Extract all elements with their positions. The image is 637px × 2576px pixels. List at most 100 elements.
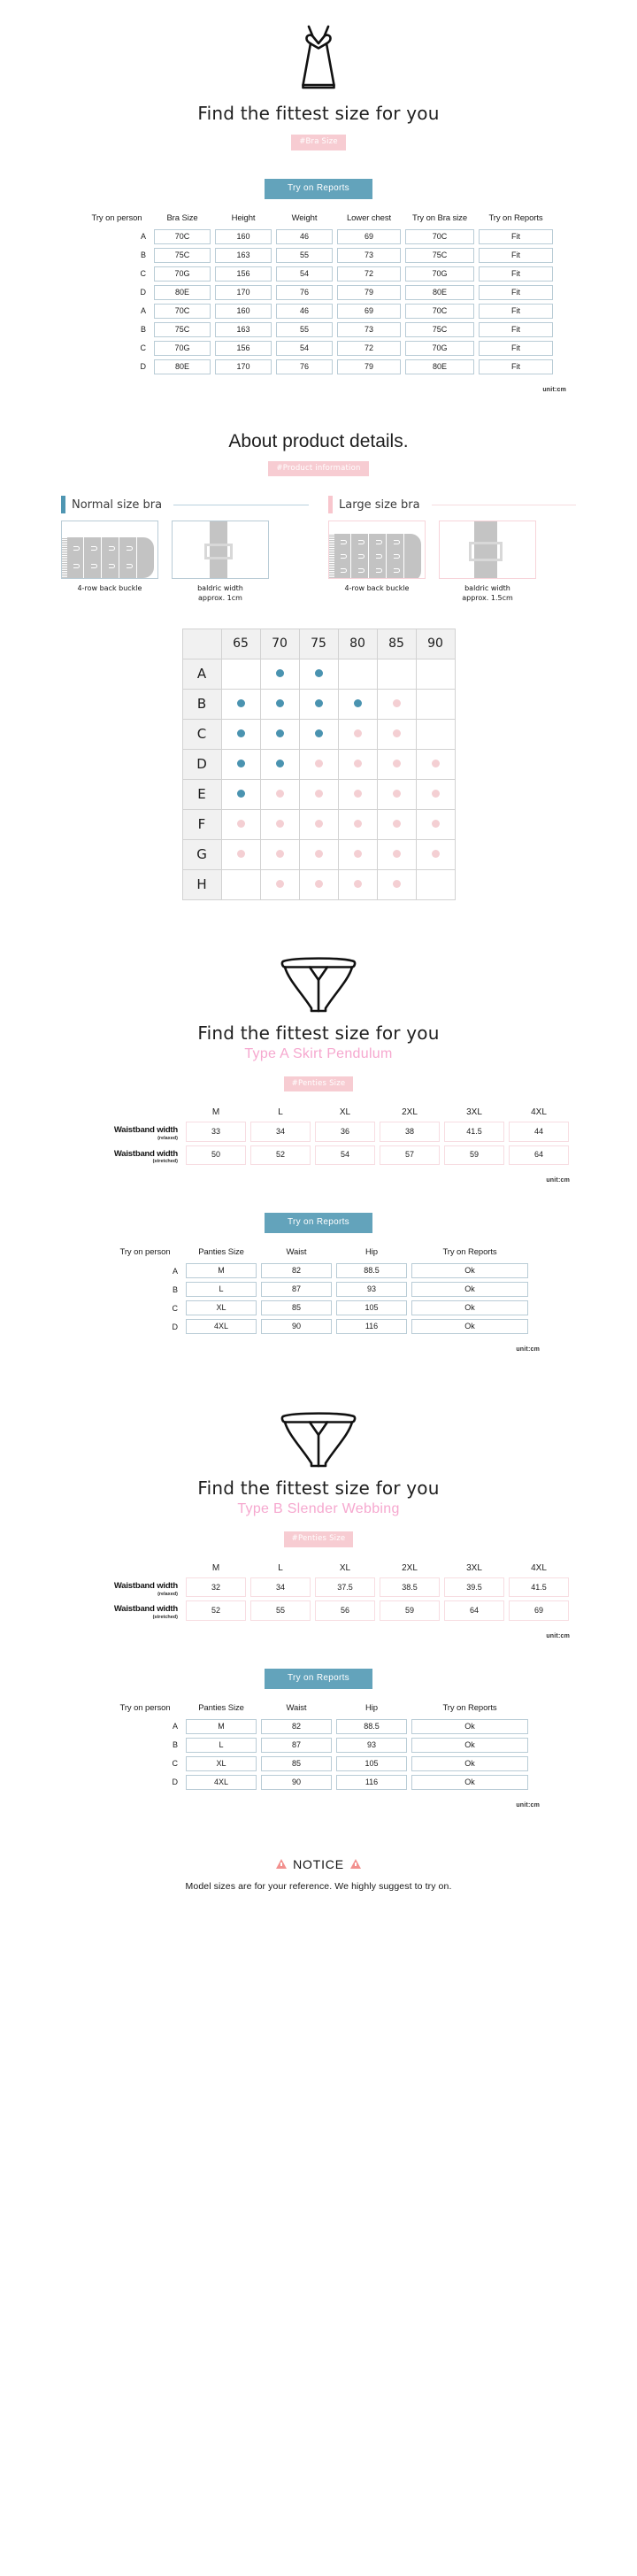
table-cell: 59 — [444, 1145, 504, 1166]
table-header-row: Try on person Panties Size Waist Hip Try… — [109, 1247, 528, 1260]
row-label: B — [172, 1284, 178, 1294]
matrix-cell — [376, 838, 417, 870]
matrix-cell — [415, 778, 456, 810]
table-row: C 70G 156 54 72 70G Fit — [84, 340, 553, 356]
availability-dot-large — [314, 880, 323, 889]
matrix-row-header: D — [181, 748, 222, 780]
type-a-report-body: A M 82 88.5 Ok B L 87 93 Ok C XL 85 105 Ok D 4XL 90 116 Ok — [109, 1263, 528, 1335]
matrix-row-header: C — [181, 718, 222, 750]
availability-dot-large — [392, 880, 401, 889]
matrix-row: H — [181, 868, 456, 900]
row-label: C — [140, 269, 147, 278]
row-label: Waistband width (stretched) — [113, 1148, 178, 1165]
matrix-cell — [298, 718, 339, 750]
table-cell: 69 — [509, 1600, 569, 1621]
availability-dot-large — [275, 880, 284, 889]
matrix-cell — [337, 808, 378, 840]
matrix-row-header: H — [181, 868, 222, 900]
table-cell: 52 — [250, 1145, 311, 1166]
matrix-cell — [298, 748, 339, 780]
table-cell: 80E — [154, 359, 211, 374]
availability-dot-normal — [236, 760, 245, 768]
table-cell: 50 — [186, 1145, 246, 1166]
table-cell: 90 — [261, 1319, 332, 1335]
availability-dot-large — [314, 850, 323, 859]
col-try-on-person: Try on person — [119, 1247, 171, 1258]
unit-label-type-b-waist: unit:cm — [546, 1632, 570, 1639]
table-cell: 80E — [154, 284, 211, 300]
matrix-cell — [415, 688, 456, 720]
matrix-cell — [337, 868, 378, 900]
table-cell: Ok — [411, 1718, 528, 1734]
col-height: Height — [231, 212, 256, 223]
availability-dot-large — [431, 820, 440, 829]
row-label: B — [172, 1740, 178, 1750]
size-column-header: 3XL — [466, 1107, 482, 1118]
col-hip: Hip — [365, 1247, 378, 1258]
matrix-cell — [259, 748, 300, 780]
table-cell: Fit — [479, 359, 553, 374]
table-cell: 52 — [186, 1600, 246, 1621]
waist-b-body: Waistband width (relaxed) 32 34 37.5 38.5 39.5… — [68, 1577, 569, 1621]
slip-dress-icon — [0, 21, 637, 92]
matrix-cell — [376, 868, 417, 900]
penties-size-tag: #Penties Size — [283, 1076, 354, 1092]
table-cell: Fit — [479, 284, 553, 300]
unit-label-type-a-waist: unit:cm — [546, 1177, 570, 1184]
type-b-waistband-table: M L XL 2XL 3XL 4XL Waistband width (relaxed) 32… — [64, 1560, 573, 1624]
availability-dot-large — [353, 880, 362, 889]
matrix-header-row: 65 70 75 80 85 90 — [181, 628, 456, 659]
col-weight: Weight — [291, 212, 318, 223]
availability-dot-large — [353, 790, 362, 798]
matrix-cell — [337, 778, 378, 810]
penties-size-tag: #Penties Size — [283, 1531, 354, 1547]
availability-dot-normal — [275, 760, 284, 768]
availability-dot-large — [236, 820, 245, 829]
table-cell: 36 — [315, 1122, 375, 1142]
table-header-row: Try on person Panties Size Waist Hip Try… — [109, 1703, 528, 1716]
table-cell: 41.5 — [509, 1577, 569, 1598]
bra-try-on-table: Try on person Bra Size Height Weight Low… — [80, 210, 557, 378]
table-cell: 88.5 — [336, 1718, 407, 1734]
col-try-on-person: Try on person — [91, 212, 142, 223]
product-information-tag: #Product information — [268, 460, 369, 476]
table-cell: 55 — [250, 1600, 311, 1621]
table-cell: 73 — [337, 321, 401, 337]
table-cell: 160 — [215, 228, 272, 244]
table-cell: 54 — [276, 340, 333, 356]
matrix-row: C — [181, 718, 456, 750]
matrix-row: E — [181, 778, 456, 810]
table-cell: XL — [186, 1300, 257, 1316]
availability-dot-normal — [236, 729, 245, 738]
notice-title-text: NOTICE — [293, 1856, 344, 1871]
table-row: A M 82 88.5 Ok — [109, 1718, 528, 1734]
table-cell: 156 — [215, 266, 272, 282]
table-row: A 70C 160 46 69 70C Fit — [84, 303, 553, 319]
table-cell: 93 — [336, 1282, 407, 1298]
table-cell: 72 — [337, 340, 401, 356]
product-detail-columns: Normal size bra — [0, 496, 637, 604]
table-cell: 73 — [337, 247, 401, 263]
size-column-header: 4XL — [531, 1562, 547, 1573]
row-label: C — [172, 1759, 179, 1769]
availability-dot-normal — [353, 699, 362, 708]
table-row: D 80E 170 76 79 80E Fit — [84, 284, 553, 300]
matrix-row-header: B — [181, 688, 222, 720]
caption-4-row-back-buckle: 4-row back buckle — [77, 584, 142, 592]
hook-and-eye-closure-image — [61, 521, 158, 579]
table-cell: 90 — [261, 1774, 332, 1790]
matrix-row: D — [181, 748, 456, 780]
table-cell: 82 — [261, 1263, 332, 1279]
matrix-cell — [259, 808, 300, 840]
row-label: C — [172, 1303, 179, 1313]
row-label: A — [140, 232, 146, 241]
matrix-column-header: 70 — [259, 628, 300, 659]
table-row: Waistband width (relaxed) 32 34 37.5 38.5 39.5… — [68, 1577, 569, 1598]
matrix-cell — [337, 838, 378, 870]
waist-a-body: Waistband width (relaxed) 33 34 36 38 41.5 44 Wa… — [68, 1122, 569, 1166]
unit-label-bra: unit:cm — [542, 386, 566, 393]
thong-panties-icon — [0, 1410, 637, 1469]
table-cell: 72 — [337, 266, 401, 282]
page-title: Find the fittest size for you — [197, 1022, 440, 1044]
matrix-cell — [259, 658, 300, 690]
